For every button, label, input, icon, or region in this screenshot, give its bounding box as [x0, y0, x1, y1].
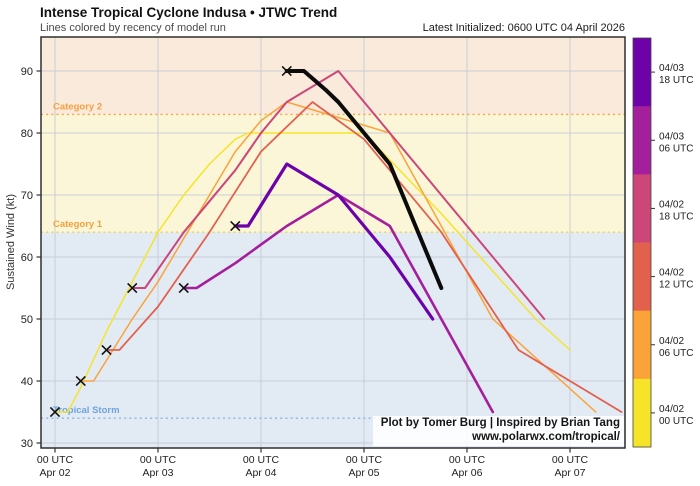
colorbar-tick-label: 06 UTC	[659, 143, 693, 154]
x-tick-label: 00 UTC	[449, 454, 486, 466]
forecast-line-04-02-18-utc	[131, 70, 546, 320]
intensity-zone	[41, 232, 625, 448]
attribution-line-1: Plot by Tomer Burg | Inspired by Brian T…	[380, 417, 620, 429]
attribution-box: Plot by Tomer Burg | Inspired by Brian T…	[372, 416, 624, 446]
forecast-line-04-02-06-utc	[80, 101, 597, 413]
forecast-line-04-02-00-utc	[54, 132, 571, 413]
intensity-zone	[41, 37, 625, 115]
attribution-line-2: www.polarwx.com/tropical/	[472, 430, 620, 443]
colorbar-tick-label: 04/03	[659, 63, 684, 74]
colorbar-tick-label: 04/03	[659, 131, 684, 142]
colorbar-tick-label: 18 UTC	[659, 75, 693, 86]
y-tick-label: 40	[21, 376, 33, 388]
page-title: Intense Tropical Cyclone Indusa • JTWC T…	[40, 5, 338, 20]
category-threshold-label: Tropical Storm	[53, 405, 120, 416]
colorbar-segment	[633, 310, 651, 380]
y-axis-label: Sustained Wind (kt)	[5, 194, 17, 290]
y-tick-label: 30	[21, 438, 33, 450]
colorbar-tick-label: 06 UTC	[659, 348, 693, 359]
y-tick-label: 80	[21, 128, 33, 140]
x-tick-label: 00 UTC	[346, 454, 383, 466]
colorbar-tick-label: 04/02	[659, 268, 684, 279]
observed-intensity-marker	[101, 344, 112, 356]
observed-intensity-marker	[127, 282, 138, 294]
category-threshold-label: Category 1	[53, 219, 103, 230]
colorbar-tick-label: 04/02	[659, 199, 684, 210]
colorbar-tick-label: 04/02	[659, 336, 684, 347]
colorbar-segment	[633, 38, 651, 107]
observed-intensity-marker	[178, 282, 189, 294]
observed-intensity-marker	[75, 375, 86, 387]
colorbar-tick-label: 18 UTC	[659, 211, 693, 222]
latest-initialized-label: Latest Initialized: 0600 UTC 04 April 20…	[422, 22, 625, 34]
intensity-zone	[41, 114, 625, 233]
y-tick-label: 60	[21, 252, 33, 264]
x-tick-sublabel: Apr 06	[452, 467, 483, 479]
x-tick-label: 00 UTC	[140, 454, 177, 466]
colorbar-segment	[633, 174, 651, 243]
observed-intensity-marker	[230, 220, 241, 232]
x-tick-label: 00 UTC	[243, 454, 280, 466]
x-tick-sublabel: Apr 02	[40, 467, 71, 479]
x-tick-sublabel: Apr 04	[246, 467, 277, 479]
colorbar-segment	[633, 378, 651, 448]
colorbar-tick-label: 00 UTC	[659, 416, 693, 427]
chart-subtitle: Lines colored by recency of model run	[40, 22, 226, 34]
x-tick-sublabel: Apr 05	[349, 467, 380, 479]
observed-intensity-marker	[49, 406, 61, 418]
forecast-line-04-03-06-utc	[182, 193, 495, 414]
colorbar-segment	[633, 242, 651, 312]
category-threshold-label: Category 2	[53, 101, 102, 112]
y-tick-label: 70	[21, 190, 33, 202]
plot-frame	[40, 36, 626, 449]
observed-intensity-marker	[281, 65, 292, 77]
colorbar-segment	[633, 106, 651, 175]
forecast-line-04-02-12-utc	[105, 101, 623, 413]
colorbar-frame	[632, 37, 652, 448]
x-tick-label: 00 UTC	[37, 454, 74, 466]
x-tick-sublabel: Apr 07	[555, 467, 586, 479]
y-tick-label: 50	[21, 314, 33, 326]
forecast-line-04-03-18-utc	[233, 162, 435, 321]
x-tick-sublabel: Apr 03	[143, 467, 174, 479]
latest-forecast-line	[284, 69, 444, 290]
colorbar-tick-label: 04/02	[659, 404, 684, 415]
y-tick-label: 90	[21, 66, 33, 78]
colorbar-tick-label: 12 UTC	[659, 280, 693, 291]
x-tick-label: 00 UTC	[552, 454, 589, 466]
